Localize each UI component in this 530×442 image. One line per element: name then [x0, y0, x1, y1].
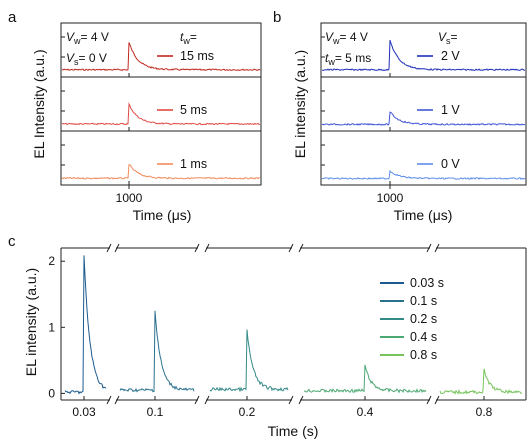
- panel-a-tw-annotation: tw=: [180, 30, 197, 46]
- panel-c-axis-break: [426, 243, 432, 253]
- panel-c-axis-break: [288, 243, 294, 253]
- panel-c-axis-break: [298, 395, 304, 405]
- panel-letter-b: b: [273, 9, 281, 26]
- panel-a-y-axis-title: EL Intensity (a.u.): [31, 49, 47, 158]
- panel-c-axis-break: [204, 395, 210, 405]
- panel-c: 0 1 2 0.03 0.1 0.2 0.4 0.8 0.03 s 0.1 s 0.2 s 0.4 …: [23, 243, 527, 439]
- panel-c-axis-break: [426, 395, 432, 405]
- panel-c-axis-break: [114, 243, 120, 253]
- panel-c-legend-label-2: 0.1 s: [410, 294, 437, 308]
- panel-c-series-4-line: [303, 364, 427, 394]
- panel-c-axis-break: [194, 395, 200, 405]
- panel-a-x-tick-label: 1000: [116, 191, 143, 205]
- panel-b-legend-label-1: 2 V: [441, 49, 460, 63]
- panel-c-axis-break: [298, 243, 304, 253]
- panel-a-legend-label-2: 5 ms: [180, 103, 207, 117]
- panel-c-axis-break: [434, 243, 440, 253]
- panel-letter-c: c: [8, 233, 16, 250]
- panel-a-x-axis-title: Time (μs): [133, 207, 192, 223]
- panel-c-x-tick-label-3: 0.4: [357, 405, 374, 419]
- panel-c-axis-break: [106, 243, 112, 253]
- panel-c-axis-break: [434, 395, 440, 405]
- panel-c-x-tick-label-4: 0.8: [476, 405, 493, 419]
- panel-c-y-tick-label-0: 0: [48, 386, 55, 400]
- panel-c-axis-break: [204, 243, 210, 253]
- panel-a-vw-annotation: Vw= 4 V: [66, 30, 109, 46]
- panel-c-legend-label-5: 0.8 s: [410, 348, 437, 362]
- panel-c-axis-break: [106, 395, 112, 405]
- panel-letter-a: a: [8, 9, 17, 26]
- panel-a-legend-label-1: 15 ms: [180, 49, 214, 63]
- panel-a-series-3-line: [61, 164, 260, 180]
- panel-c-legend-label-3: 0.2 s: [410, 312, 437, 326]
- panel-b-series-2-line: [321, 111, 526, 126]
- panel-b: 1000 Time (μs) EL intensity (a.u.) Vw= 4…: [292, 22, 527, 223]
- panel-c-x-tick-label-2: 0.2: [239, 405, 256, 419]
- panel-c-legend-label-1: 0.03 s: [410, 276, 444, 290]
- panel-a: 1000 Time (μs) EL Intensity (a.u.) Vw= 4…: [31, 22, 262, 223]
- panel-c-axis-break: [288, 395, 294, 405]
- panel-c-series-2-line: [119, 310, 195, 393]
- panel-b-legend-label-3: 0 V: [441, 157, 460, 171]
- panel-a-frame: [60, 22, 262, 186]
- panel-c-x-axis-title: Time (s): [268, 423, 319, 439]
- panel-b-series-3-line: [321, 169, 526, 180]
- panel-b-vw-annotation: Vw= 4 V: [325, 30, 368, 46]
- panel-b-legend-label-2: 1 V: [441, 103, 460, 117]
- panel-c-series-1-line: [64, 255, 107, 395]
- panel-c-axis-break: [114, 395, 120, 405]
- panel-c-axis-break: [194, 243, 200, 253]
- panel-b-series-1-line: [322, 39, 525, 72]
- panel-c-x-tick-label-0: 0.03: [72, 405, 96, 419]
- panel-c-x-tick-label-1: 0.1: [147, 405, 164, 419]
- panel-b-vs-annotation: Vs=: [438, 30, 458, 46]
- panel-a-vs-annotation: Vs= 0 V: [66, 51, 107, 67]
- panel-b-frame: [320, 22, 527, 186]
- panel-c-legend-label-4: 0.4 s: [410, 330, 437, 344]
- panel-c-series-3-line: [209, 329, 289, 393]
- panel-a-series-1-line: [61, 42, 261, 72]
- panel-a-series-2-line: [61, 102, 261, 126]
- panel-b-x-axis-title: Time (μs): [394, 207, 453, 223]
- panel-b-y-axis-title: EL intensity (a.u.): [292, 50, 308, 158]
- panel-c-y-tick-label-2: 2: [48, 254, 55, 268]
- panel-a-legend-label-3: 1 ms: [180, 157, 207, 171]
- panel-b-tw-annotation: tw= 5 ms: [325, 51, 371, 67]
- panel-c-y-tick-label-1: 1: [48, 320, 55, 334]
- panel-c-y-axis-title: EL intensity (a.u.): [23, 268, 39, 376]
- panel-c-series-5-line: [439, 368, 522, 395]
- panel-b-x-tick-label: 1000: [377, 191, 404, 205]
